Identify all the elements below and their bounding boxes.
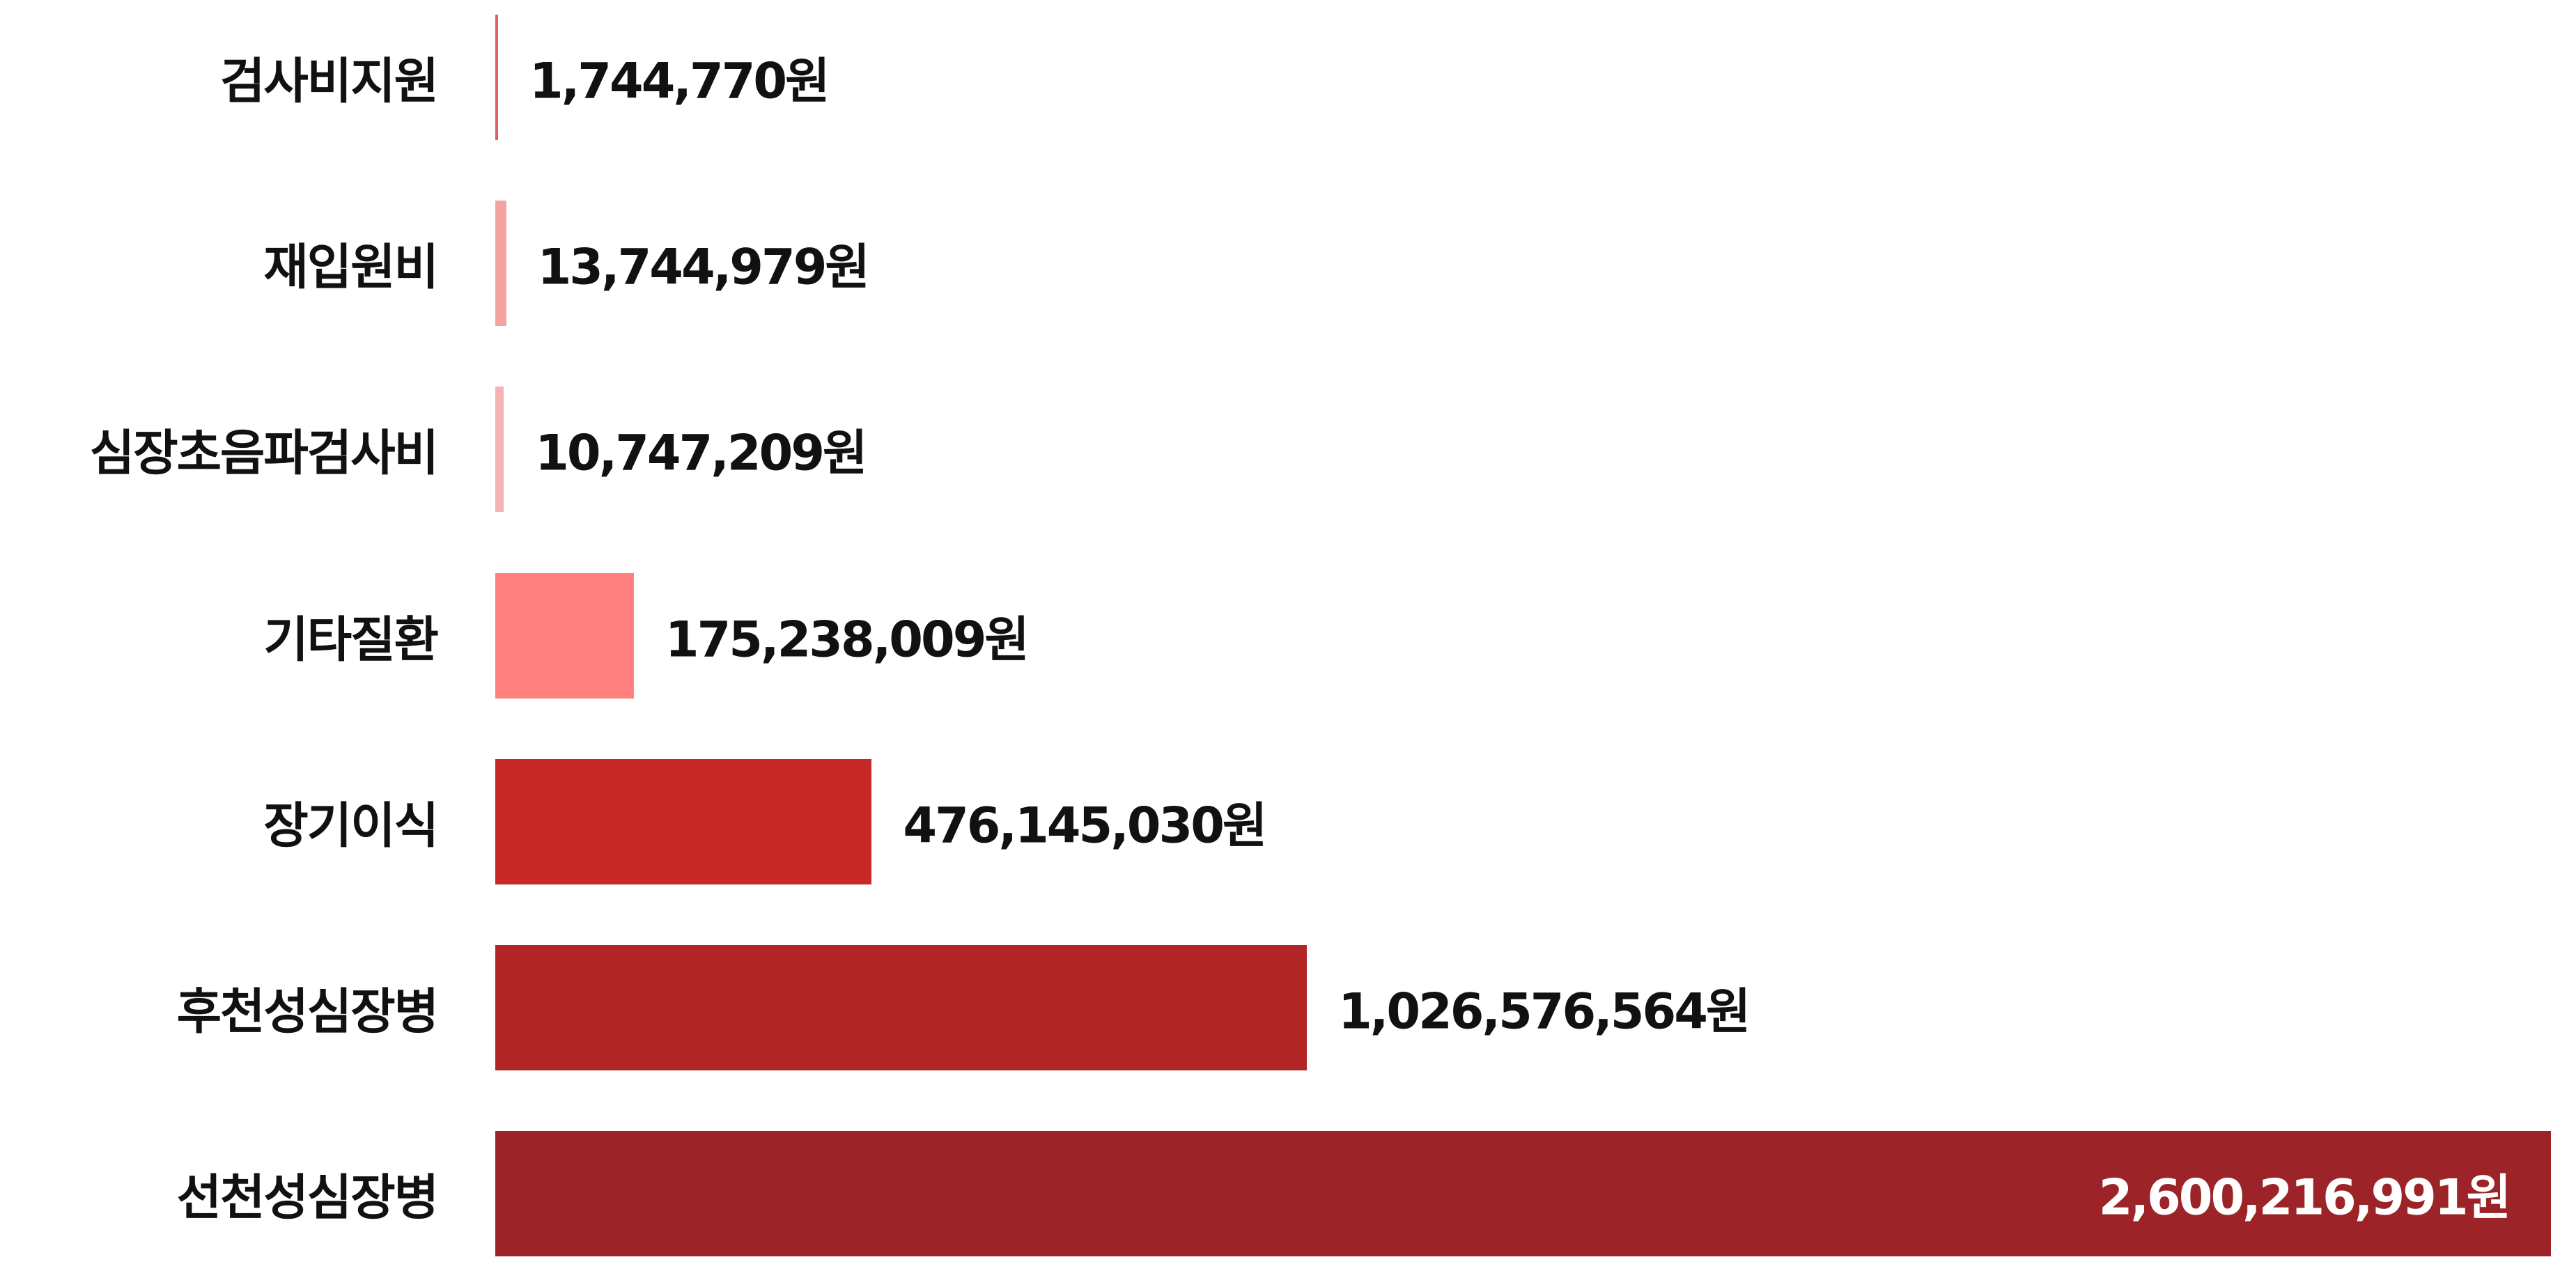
value-label: 1,026,576,564원 [1338, 983, 1751, 1040]
value-label: 476,145,030원 [903, 797, 1267, 855]
bar [495, 1131, 2551, 1257]
value-label: 10,747,209원 [535, 424, 867, 482]
category-label: 기타질환 [263, 611, 439, 669]
bar [495, 945, 1308, 1070]
bar [495, 15, 498, 140]
bar [495, 572, 634, 699]
category-label: 심장초음파검사비 [89, 424, 439, 482]
bar [495, 758, 872, 884]
value-label: 1,744,770원 [529, 52, 830, 110]
bar [495, 387, 504, 513]
category-label: 후천성심장병 [176, 983, 439, 1040]
bar [495, 201, 506, 327]
category-label: 장기이식 [263, 797, 439, 855]
value-label: 175,238,009원 [665, 611, 1030, 669]
category-label: 선천성심장병 [176, 1169, 439, 1226]
value-label: 2,600,216,991원 [2098, 1169, 2511, 1226]
value-label: 13,744,979원 [537, 238, 870, 296]
category-label: 검사비지원 [220, 52, 439, 110]
category-label: 재입원비 [263, 238, 439, 296]
